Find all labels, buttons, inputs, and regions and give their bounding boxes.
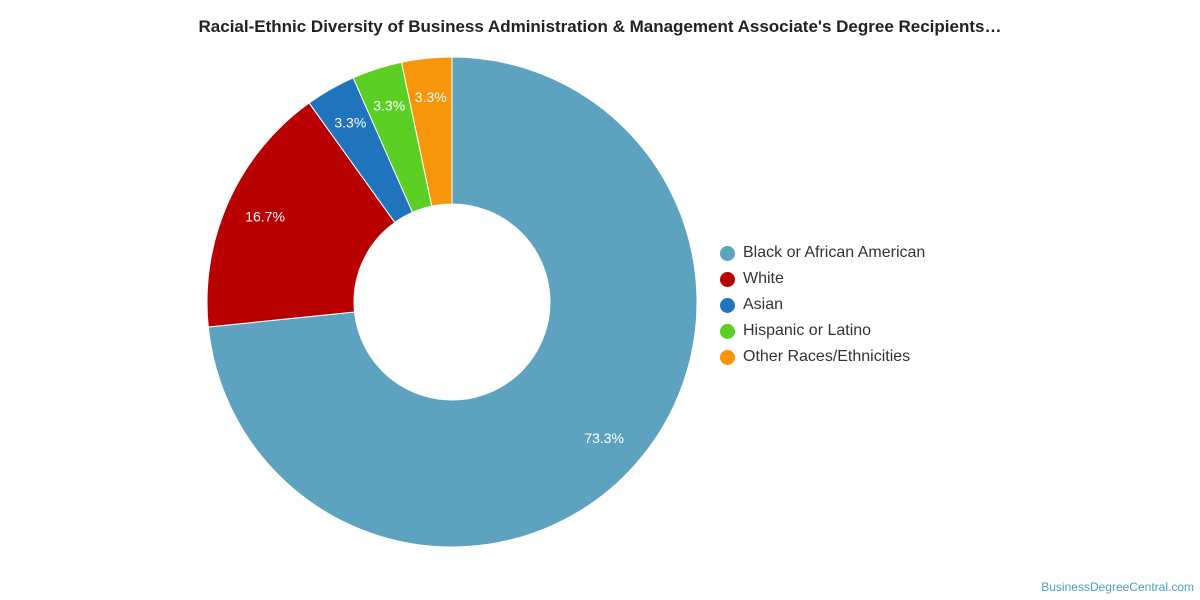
legend-item-asian[interactable]: Asian [720, 292, 925, 318]
legend-label: Asian [743, 296, 784, 313]
value-label-hispanic-or-latino: 3.3% [373, 98, 405, 114]
legend-item-white[interactable]: White [720, 266, 925, 292]
legend-marker [720, 245, 735, 261]
legend-item-other-races-ethnicities[interactable]: Other Races/Ethnicities [720, 344, 925, 370]
legend-marker [720, 323, 735, 339]
slice-other-races-ethnicities[interactable] [400, 56, 453, 207]
watermark[interactable]: BusinessDegreeCentral.com [1041, 580, 1194, 594]
legend-item-black-or-african-american[interactable]: Black or African American [720, 240, 925, 266]
legend-label: White [743, 270, 784, 287]
chart-title: Racial-Ethnic Diversity of Business Admi… [198, 17, 1002, 36]
legend-item-hispanic-or-latino[interactable]: Hispanic or Latino [720, 318, 925, 344]
value-label-asian: 3.3% [334, 115, 366, 131]
slices-group [206, 56, 698, 548]
value-label-black-or-african-american: 73.3% [584, 430, 624, 446]
legend-marker [720, 297, 735, 313]
legend-marker [720, 271, 735, 287]
value-label-white: 16.7% [245, 209, 285, 225]
slice-black-or-african-american[interactable] [207, 56, 698, 548]
legend-marker [720, 349, 735, 365]
legend-label: Other Races/Ethnicities [743, 348, 911, 365]
value-labels-group: 73.3% 16.7% 3.3% 3.3% 3.3% [245, 89, 624, 446]
legend-label: Black or African American [743, 244, 926, 261]
legend: Black or African American White Asian Hispa… [720, 240, 925, 370]
legend-label: Hispanic or Latino [743, 322, 872, 339]
slice-white[interactable] [206, 102, 396, 328]
value-label-other-races-ethnicities: 3.3% [415, 89, 447, 105]
